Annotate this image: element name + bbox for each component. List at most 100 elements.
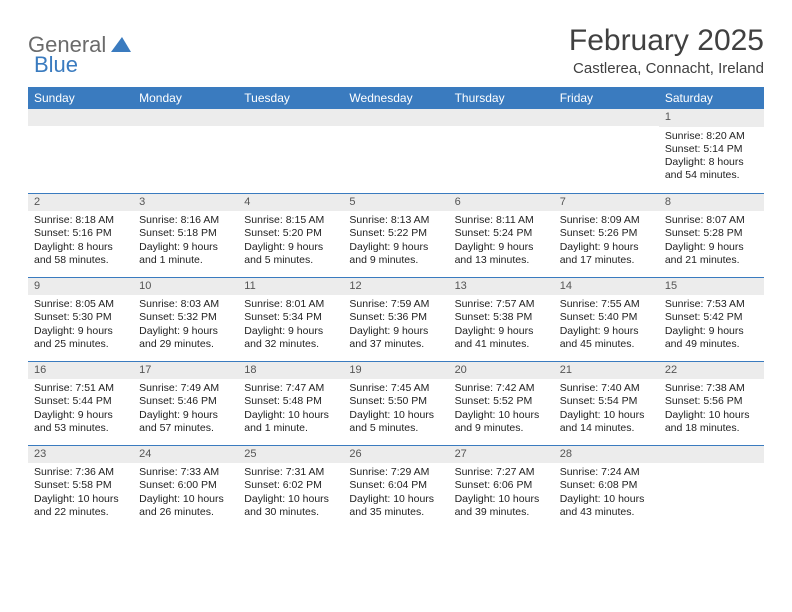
day-number	[554, 109, 659, 126]
weekday-header: Thursday	[449, 87, 554, 109]
daylight-text: Daylight: 10 hours and 18 minutes.	[665, 409, 758, 435]
day-number: 24	[133, 446, 238, 464]
sunrise-text: Sunrise: 7:24 AM	[560, 466, 653, 479]
sunrise-text: Sunrise: 7:51 AM	[34, 382, 127, 395]
day-content: Sunrise: 8:11 AMSunset: 5:24 PMDaylight:…	[449, 211, 554, 271]
daylight-text: Daylight: 9 hours and 41 minutes.	[455, 325, 548, 351]
sunrise-text: Sunrise: 8:07 AM	[665, 214, 758, 227]
calendar-day-cell: 7Sunrise: 8:09 AMSunset: 5:26 PMDaylight…	[554, 193, 659, 277]
daylight-text: Daylight: 10 hours and 43 minutes.	[560, 493, 653, 519]
calendar-day-cell: 5Sunrise: 8:13 AMSunset: 5:22 PMDaylight…	[343, 193, 448, 277]
day-content: Sunrise: 7:31 AMSunset: 6:02 PMDaylight:…	[238, 463, 343, 523]
sunset-text: Sunset: 5:24 PM	[455, 227, 548, 240]
sunrise-text: Sunrise: 7:33 AM	[139, 466, 232, 479]
calendar-day-cell	[28, 109, 133, 193]
day-content: Sunrise: 8:15 AMSunset: 5:20 PMDaylight:…	[238, 211, 343, 271]
day-number: 1	[659, 109, 764, 127]
sunrise-text: Sunrise: 7:47 AM	[244, 382, 337, 395]
day-number: 18	[238, 362, 343, 380]
daylight-text: Daylight: 9 hours and 13 minutes.	[455, 241, 548, 267]
calendar-day-cell	[449, 109, 554, 193]
sunset-text: Sunset: 5:56 PM	[665, 395, 758, 408]
daylight-text: Daylight: 9 hours and 32 minutes.	[244, 325, 337, 351]
day-number: 20	[449, 362, 554, 380]
weekday-header: Friday	[554, 87, 659, 109]
day-content: Sunrise: 8:03 AMSunset: 5:32 PMDaylight:…	[133, 295, 238, 355]
sunset-text: Sunset: 5:36 PM	[349, 311, 442, 324]
day-number: 9	[28, 278, 133, 296]
calendar-day-cell: 8Sunrise: 8:07 AMSunset: 5:28 PMDaylight…	[659, 193, 764, 277]
sunrise-text: Sunrise: 8:13 AM	[349, 214, 442, 227]
daylight-text: Daylight: 9 hours and 5 minutes.	[244, 241, 337, 267]
calendar-week-row: 9Sunrise: 8:05 AMSunset: 5:30 PMDaylight…	[28, 277, 764, 361]
daylight-text: Daylight: 10 hours and 35 minutes.	[349, 493, 442, 519]
day-content: Sunrise: 7:29 AMSunset: 6:04 PMDaylight:…	[343, 463, 448, 523]
calendar-day-cell: 11Sunrise: 8:01 AMSunset: 5:34 PMDayligh…	[238, 277, 343, 361]
calendar-week-row: 1Sunrise: 8:20 AMSunset: 5:14 PMDaylight…	[28, 109, 764, 193]
day-number: 8	[659, 194, 764, 212]
daylight-text: Daylight: 9 hours and 37 minutes.	[349, 325, 442, 351]
sunset-text: Sunset: 5:32 PM	[139, 311, 232, 324]
sunrise-text: Sunrise: 7:45 AM	[349, 382, 442, 395]
day-number: 13	[449, 278, 554, 296]
day-number: 3	[133, 194, 238, 212]
sunrise-text: Sunrise: 8:15 AM	[244, 214, 337, 227]
calendar-day-cell: 2Sunrise: 8:18 AMSunset: 5:16 PMDaylight…	[28, 193, 133, 277]
day-content: Sunrise: 7:59 AMSunset: 5:36 PMDaylight:…	[343, 295, 448, 355]
day-content: Sunrise: 8:01 AMSunset: 5:34 PMDaylight:…	[238, 295, 343, 355]
calendar-day-cell: 19Sunrise: 7:45 AMSunset: 5:50 PMDayligh…	[343, 361, 448, 445]
sunrise-text: Sunrise: 7:53 AM	[665, 298, 758, 311]
calendar-day-cell: 4Sunrise: 8:15 AMSunset: 5:20 PMDaylight…	[238, 193, 343, 277]
calendar-day-cell: 14Sunrise: 7:55 AMSunset: 5:40 PMDayligh…	[554, 277, 659, 361]
sunset-text: Sunset: 5:40 PM	[560, 311, 653, 324]
calendar-day-cell: 26Sunrise: 7:29 AMSunset: 6:04 PMDayligh…	[343, 445, 448, 529]
daylight-text: Daylight: 9 hours and 29 minutes.	[139, 325, 232, 351]
daylight-text: Daylight: 10 hours and 30 minutes.	[244, 493, 337, 519]
day-content: Sunrise: 7:27 AMSunset: 6:06 PMDaylight:…	[449, 463, 554, 523]
weekday-header: Monday	[133, 87, 238, 109]
day-number: 17	[133, 362, 238, 380]
day-content: Sunrise: 7:45 AMSunset: 5:50 PMDaylight:…	[343, 379, 448, 439]
day-number: 19	[343, 362, 448, 380]
daylight-text: Daylight: 9 hours and 53 minutes.	[34, 409, 127, 435]
sunrise-text: Sunrise: 7:55 AM	[560, 298, 653, 311]
day-content: Sunrise: 7:47 AMSunset: 5:48 PMDaylight:…	[238, 379, 343, 439]
weekday-header-row: Sunday Monday Tuesday Wednesday Thursday…	[28, 87, 764, 109]
daylight-text: Daylight: 9 hours and 21 minutes.	[665, 241, 758, 267]
sunset-text: Sunset: 6:04 PM	[349, 479, 442, 492]
calendar-day-cell: 13Sunrise: 7:57 AMSunset: 5:38 PMDayligh…	[449, 277, 554, 361]
sunrise-text: Sunrise: 7:36 AM	[34, 466, 127, 479]
calendar-day-cell: 6Sunrise: 8:11 AMSunset: 5:24 PMDaylight…	[449, 193, 554, 277]
daylight-text: Daylight: 9 hours and 17 minutes.	[560, 241, 653, 267]
day-content: Sunrise: 7:36 AMSunset: 5:58 PMDaylight:…	[28, 463, 133, 523]
daylight-text: Daylight: 8 hours and 54 minutes.	[665, 156, 758, 182]
sunrise-text: Sunrise: 8:18 AM	[34, 214, 127, 227]
calendar-day-cell: 28Sunrise: 7:24 AMSunset: 6:08 PMDayligh…	[554, 445, 659, 529]
day-number: 14	[554, 278, 659, 296]
daylight-text: Daylight: 10 hours and 1 minute.	[244, 409, 337, 435]
day-content: Sunrise: 7:40 AMSunset: 5:54 PMDaylight:…	[554, 379, 659, 439]
calendar-day-cell: 17Sunrise: 7:49 AMSunset: 5:46 PMDayligh…	[133, 361, 238, 445]
calendar-day-cell: 27Sunrise: 7:27 AMSunset: 6:06 PMDayligh…	[449, 445, 554, 529]
sunrise-text: Sunrise: 7:27 AM	[455, 466, 548, 479]
sunset-text: Sunset: 5:50 PM	[349, 395, 442, 408]
day-content: Sunrise: 7:33 AMSunset: 6:00 PMDaylight:…	[133, 463, 238, 523]
calendar-week-row: 16Sunrise: 7:51 AMSunset: 5:44 PMDayligh…	[28, 361, 764, 445]
calendar-day-cell: 1Sunrise: 8:20 AMSunset: 5:14 PMDaylight…	[659, 109, 764, 193]
sunrise-text: Sunrise: 8:16 AM	[139, 214, 232, 227]
day-content: Sunrise: 8:05 AMSunset: 5:30 PMDaylight:…	[28, 295, 133, 355]
day-number: 26	[343, 446, 448, 464]
calendar-day-cell	[343, 109, 448, 193]
daylight-text: Daylight: 8 hours and 58 minutes.	[34, 241, 127, 267]
daylight-text: Daylight: 10 hours and 9 minutes.	[455, 409, 548, 435]
day-number	[238, 109, 343, 126]
day-number	[28, 109, 133, 126]
daylight-text: Daylight: 10 hours and 39 minutes.	[455, 493, 548, 519]
day-number: 7	[554, 194, 659, 212]
sunrise-text: Sunrise: 7:29 AM	[349, 466, 442, 479]
weekday-header: Tuesday	[238, 87, 343, 109]
calendar-week-row: 23Sunrise: 7:36 AMSunset: 5:58 PMDayligh…	[28, 445, 764, 529]
calendar-day-cell: 23Sunrise: 7:36 AMSunset: 5:58 PMDayligh…	[28, 445, 133, 529]
daylight-text: Daylight: 9 hours and 9 minutes.	[349, 241, 442, 267]
sunset-text: Sunset: 5:22 PM	[349, 227, 442, 240]
